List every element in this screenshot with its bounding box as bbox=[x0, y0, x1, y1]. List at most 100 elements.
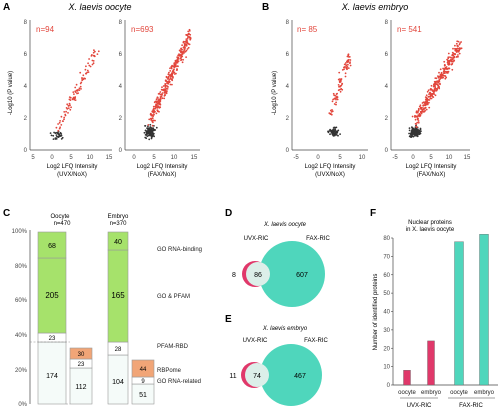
tick: 30 bbox=[383, 328, 390, 334]
tick: 2 bbox=[286, 116, 290, 122]
venn-left-label: UVX-RIC bbox=[244, 236, 269, 242]
panel-f: F Nuclear proteins in X. laevis oocyte N… bbox=[370, 208, 498, 409]
scatter-point bbox=[157, 101, 160, 104]
scatter-point bbox=[88, 58, 90, 60]
panel-a-title: X. laevis oocyte bbox=[67, 2, 131, 12]
scatter-point bbox=[426, 90, 429, 93]
scatter-point bbox=[63, 118, 65, 121]
scatter-point bbox=[157, 105, 160, 107]
scatter-point bbox=[143, 131, 146, 134]
bar-uvx-ricoocyte bbox=[403, 370, 411, 386]
scatter-point bbox=[334, 131, 337, 134]
scatter-point bbox=[427, 98, 430, 101]
oocyte-main-bar: 174 23 205 68 bbox=[37, 231, 67, 405]
scatter-point bbox=[149, 131, 152, 133]
panel-e-title: X. laevis embryo bbox=[262, 326, 308, 332]
scatter-point bbox=[161, 92, 164, 94]
tick: -5 bbox=[293, 155, 299, 161]
scatter-point bbox=[81, 79, 84, 82]
scatter-point bbox=[418, 132, 421, 135]
scatter-point bbox=[82, 74, 85, 77]
tick: 10 bbox=[383, 365, 390, 371]
scatter-point bbox=[332, 133, 335, 135]
scatter-point bbox=[168, 71, 170, 74]
scatter-point bbox=[458, 52, 461, 55]
scatter-point bbox=[334, 95, 337, 97]
scatter-point bbox=[332, 130, 335, 132]
y-ticks: 0% 20% 40% 60% 80% 100% bbox=[12, 229, 28, 408]
scatter-point bbox=[85, 72, 87, 75]
scatter-point bbox=[152, 115, 155, 118]
scatter-point bbox=[411, 133, 414, 136]
scatter-point bbox=[186, 41, 189, 44]
tick: 5 bbox=[31, 155, 35, 161]
scatter-point bbox=[173, 62, 176, 64]
scatter-point bbox=[57, 136, 60, 139]
scatter-point bbox=[71, 98, 74, 101]
scatter-point bbox=[60, 134, 63, 137]
scatter-b-left: n= 85 -5 0 5 10 0 2 4 6 8 Log2 LFQ Inten… bbox=[286, 20, 368, 178]
tick: -5 bbox=[392, 155, 398, 161]
scatter-point bbox=[443, 70, 446, 73]
scatter-point bbox=[154, 129, 157, 131]
tick: 10 bbox=[87, 155, 94, 161]
scatter-point bbox=[420, 112, 423, 115]
x-ticks: 0 5 10 15 bbox=[132, 155, 198, 161]
scatter-point bbox=[408, 132, 410, 135]
label-go-pfam: GO & PFAM bbox=[157, 294, 190, 300]
tick: 8 bbox=[119, 20, 123, 26]
scatter-point bbox=[443, 68, 445, 70]
scatter-point bbox=[451, 54, 454, 57]
scatter-point bbox=[151, 132, 154, 135]
scatter-point bbox=[185, 38, 188, 40]
scatter-point bbox=[169, 70, 172, 72]
scatter-point bbox=[154, 119, 156, 122]
tick: 6 bbox=[286, 52, 290, 58]
label-rbpome: RBPome bbox=[157, 368, 182, 374]
segment-value: 205 bbox=[45, 291, 59, 300]
label-pfam-rbd: PFAM-RBD bbox=[157, 344, 189, 350]
scatter-point bbox=[56, 135, 58, 138]
scatter-point bbox=[152, 112, 155, 114]
scatter-point bbox=[444, 64, 446, 67]
scatter-point bbox=[346, 68, 348, 71]
label-go-rna-binding: GO RNA-binding bbox=[157, 247, 202, 253]
scatter-point bbox=[420, 130, 422, 133]
scatter-point bbox=[185, 43, 187, 46]
panel-letter-d: D bbox=[225, 208, 232, 219]
tick: 0 bbox=[50, 155, 54, 161]
y-ticks: 0 2 4 6 8 bbox=[286, 20, 290, 154]
scatter-point bbox=[92, 60, 95, 62]
tick: 2 bbox=[385, 116, 389, 122]
bar-fax-ricembryo bbox=[479, 234, 489, 386]
scatter-point bbox=[80, 88, 82, 90]
scatter-point bbox=[424, 109, 426, 112]
scatter-point bbox=[344, 75, 347, 78]
scatter-point bbox=[187, 30, 190, 33]
scatter-point bbox=[331, 131, 333, 133]
scatter-point bbox=[433, 88, 436, 91]
scatter-point bbox=[188, 43, 191, 46]
scatter-point bbox=[169, 67, 171, 70]
bar-fax-ricoocyte bbox=[454, 241, 464, 386]
scatter-point bbox=[186, 39, 188, 42]
y-ticks: 0 2 4 6 8 bbox=[119, 20, 123, 154]
scatter-point bbox=[414, 130, 417, 133]
scatter-point bbox=[181, 51, 184, 54]
scatter-point bbox=[159, 91, 162, 93]
scatter-point bbox=[159, 103, 162, 106]
scatter-point bbox=[331, 100, 334, 103]
venn-right-label: FAX-RIC bbox=[306, 236, 330, 242]
tick: 5 bbox=[152, 155, 156, 161]
scatter-point bbox=[347, 56, 350, 58]
scatter-point bbox=[455, 55, 458, 58]
scatter-point bbox=[337, 134, 339, 137]
scatter-point bbox=[63, 116, 66, 119]
scatter-point bbox=[159, 106, 162, 109]
scatter-point bbox=[85, 65, 87, 68]
tick: 0% bbox=[18, 402, 27, 408]
x-label-sub: (UVX/NoX) bbox=[315, 172, 345, 178]
tick: 15 bbox=[464, 155, 471, 161]
scatter-point bbox=[165, 90, 167, 92]
